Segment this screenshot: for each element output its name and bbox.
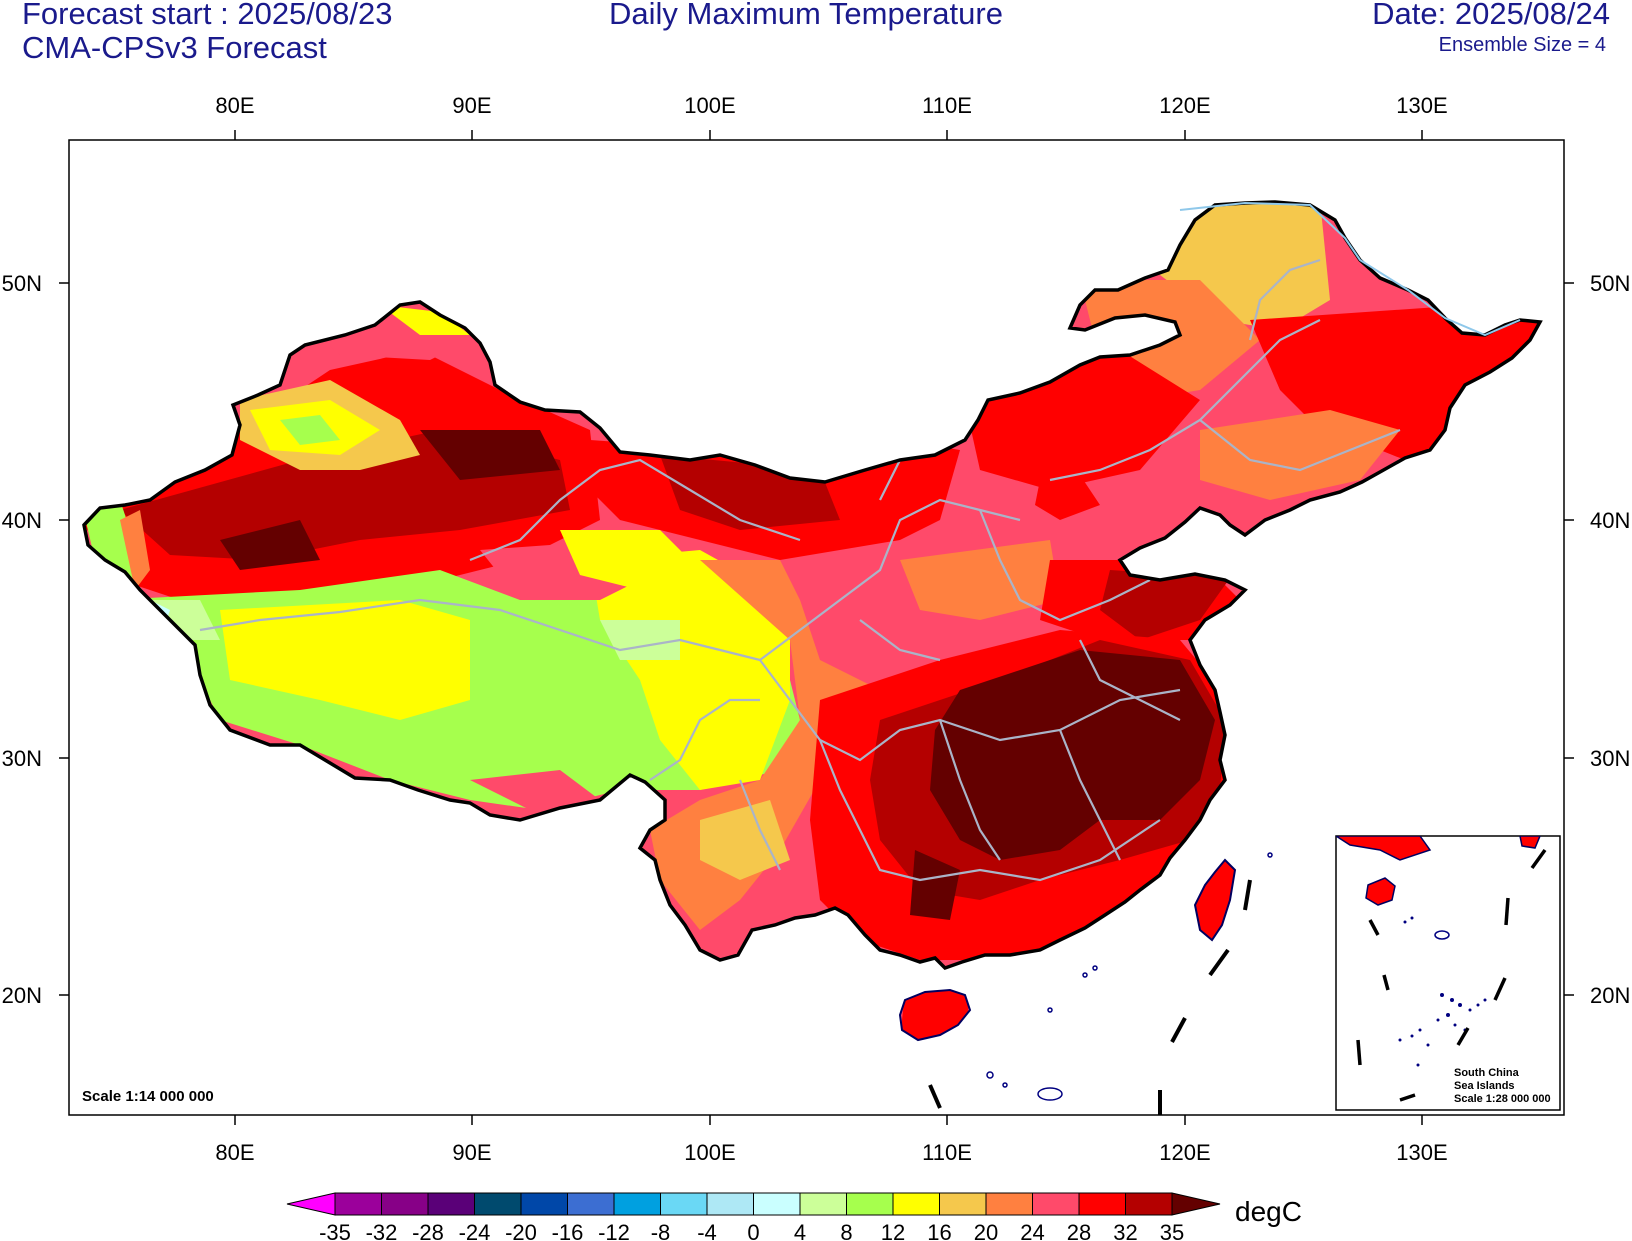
colorbar-tick-label: 32 [1113, 1220, 1137, 1241]
colorbar-tick-label: 20 [974, 1220, 998, 1241]
lat-label-left-30n: 30N [2, 746, 42, 771]
colorbar-tick-label: 4 [794, 1220, 806, 1241]
colorbar-tick-label: -35 [319, 1220, 351, 1241]
colorbar-tick-label: 16 [927, 1220, 951, 1241]
lon-label-top-130e: 130E [1396, 93, 1447, 118]
lat-label-left-40n: 40N [2, 508, 42, 533]
lat-label-right-20n: 20N [1590, 983, 1630, 1008]
colorbar-tick-label: -20 [505, 1220, 537, 1241]
inset-scale-label: Scale 1:28 000 000 [1454, 1093, 1551, 1105]
lat-label-right-30n: 30N [1590, 746, 1630, 771]
lon-label-bottom-100e: 100E [684, 1140, 735, 1165]
colorbar-tick-label: 28 [1067, 1220, 1091, 1241]
colorbar-tick-label: 0 [747, 1220, 759, 1241]
lon-label-top-120e: 120E [1159, 93, 1210, 118]
lon-label-top-100e: 100E [684, 93, 735, 118]
lon-label-bottom-130e: 130E [1396, 1140, 1447, 1165]
lon-label-bottom-120e: 120E [1159, 1140, 1210, 1165]
colorbar-swatch [939, 1192, 987, 1216]
colorbar-tick-label: 8 [840, 1220, 852, 1241]
lon-label-top-90e: 90E [452, 93, 491, 118]
colorbar-swatch [567, 1192, 615, 1216]
lat-label-left-20n: 20N [2, 983, 42, 1008]
colorbar-swatch [706, 1192, 754, 1216]
lon-label-top-80e: 80E [215, 93, 254, 118]
colorbar-swatch [846, 1192, 894, 1216]
colorbar-tick-label: -32 [366, 1220, 398, 1241]
colorbar-tick-label: -4 [697, 1220, 717, 1241]
lat-label-right-40n: 40N [1590, 508, 1630, 533]
colorbar-tick-label: -16 [552, 1220, 584, 1241]
colorbar-tick-label: 12 [881, 1220, 905, 1241]
lon-label-top-110e: 110E [922, 93, 972, 118]
china-outline [82, 200, 1542, 1042]
colorbar-swatch [474, 1192, 522, 1216]
lon-label-bottom-90e: 90E [452, 1140, 491, 1165]
inset-title-line2: Sea Islands [1454, 1080, 1515, 1092]
colorbar-swatch-low-triangle [286, 1192, 336, 1216]
colorbar-unit: degC [1235, 1196, 1302, 1227]
lon-label-bottom-110e: 110E [922, 1140, 972, 1165]
colorbar-swatch [613, 1192, 661, 1216]
colorbar-swatch [334, 1192, 382, 1216]
colorbar-swatch [1125, 1192, 1173, 1216]
colorbar-tick-label: -12 [598, 1220, 630, 1241]
colorbar-tick-label: -8 [651, 1220, 671, 1241]
map-title: Daily Maximum Temperature [609, 0, 1003, 31]
lat-label-right-50n: 50N [1590, 271, 1630, 296]
colorbar-swatch [660, 1192, 708, 1216]
colorbar-tick-label: 35 [1160, 1220, 1184, 1241]
colorbar-swatch [985, 1192, 1033, 1216]
colorbar-swatch-high-triangle [1171, 1192, 1221, 1216]
model-label: CMA-CPSv3 Forecast [22, 30, 327, 65]
valid-date-label: Date: 2025/08/24 [1372, 0, 1610, 31]
colorbar: -35 -32 -28 -24 -20 -16 -12 -8 -4 0 4 8 12 16 20 24 28 32… [286, 1192, 1221, 1241]
colorbar-swatch [520, 1192, 568, 1216]
south-china-sea-inset: South China Sea Islands Scale 1:28 000 0… [1335, 835, 1561, 1111]
lat-label-left-50n: 50N [2, 271, 42, 296]
colorbar-swatch [892, 1192, 940, 1216]
lon-label-bottom-80e: 80E [215, 1140, 254, 1165]
islands [986, 852, 1273, 1101]
colorbar-swatch [753, 1192, 801, 1216]
ensemble-size-label: Ensemble Size = 4 [1438, 34, 1606, 56]
colorbar-tick-label: 24 [1020, 1220, 1044, 1241]
colorbar-swatch [381, 1192, 429, 1216]
colorbar-swatch [1078, 1192, 1126, 1216]
colorbar-swatch [1032, 1192, 1080, 1216]
forecast-start-label: Forecast start : 2025/08/23 [22, 0, 393, 31]
maritime-dash-line [928, 879, 1252, 1115]
province-boundaries [199, 258, 1401, 882]
colorbar-swatch [427, 1192, 475, 1216]
colorbar-swatch [799, 1192, 847, 1216]
inset-title-line1: South China [1454, 1067, 1520, 1079]
colorbar-tick-label: -28 [412, 1220, 444, 1241]
axis-ticks [59, 130, 1574, 1125]
colorbar-tick-label: -24 [459, 1220, 491, 1241]
map-scale-label: Scale 1:14 000 000 [82, 1088, 214, 1105]
